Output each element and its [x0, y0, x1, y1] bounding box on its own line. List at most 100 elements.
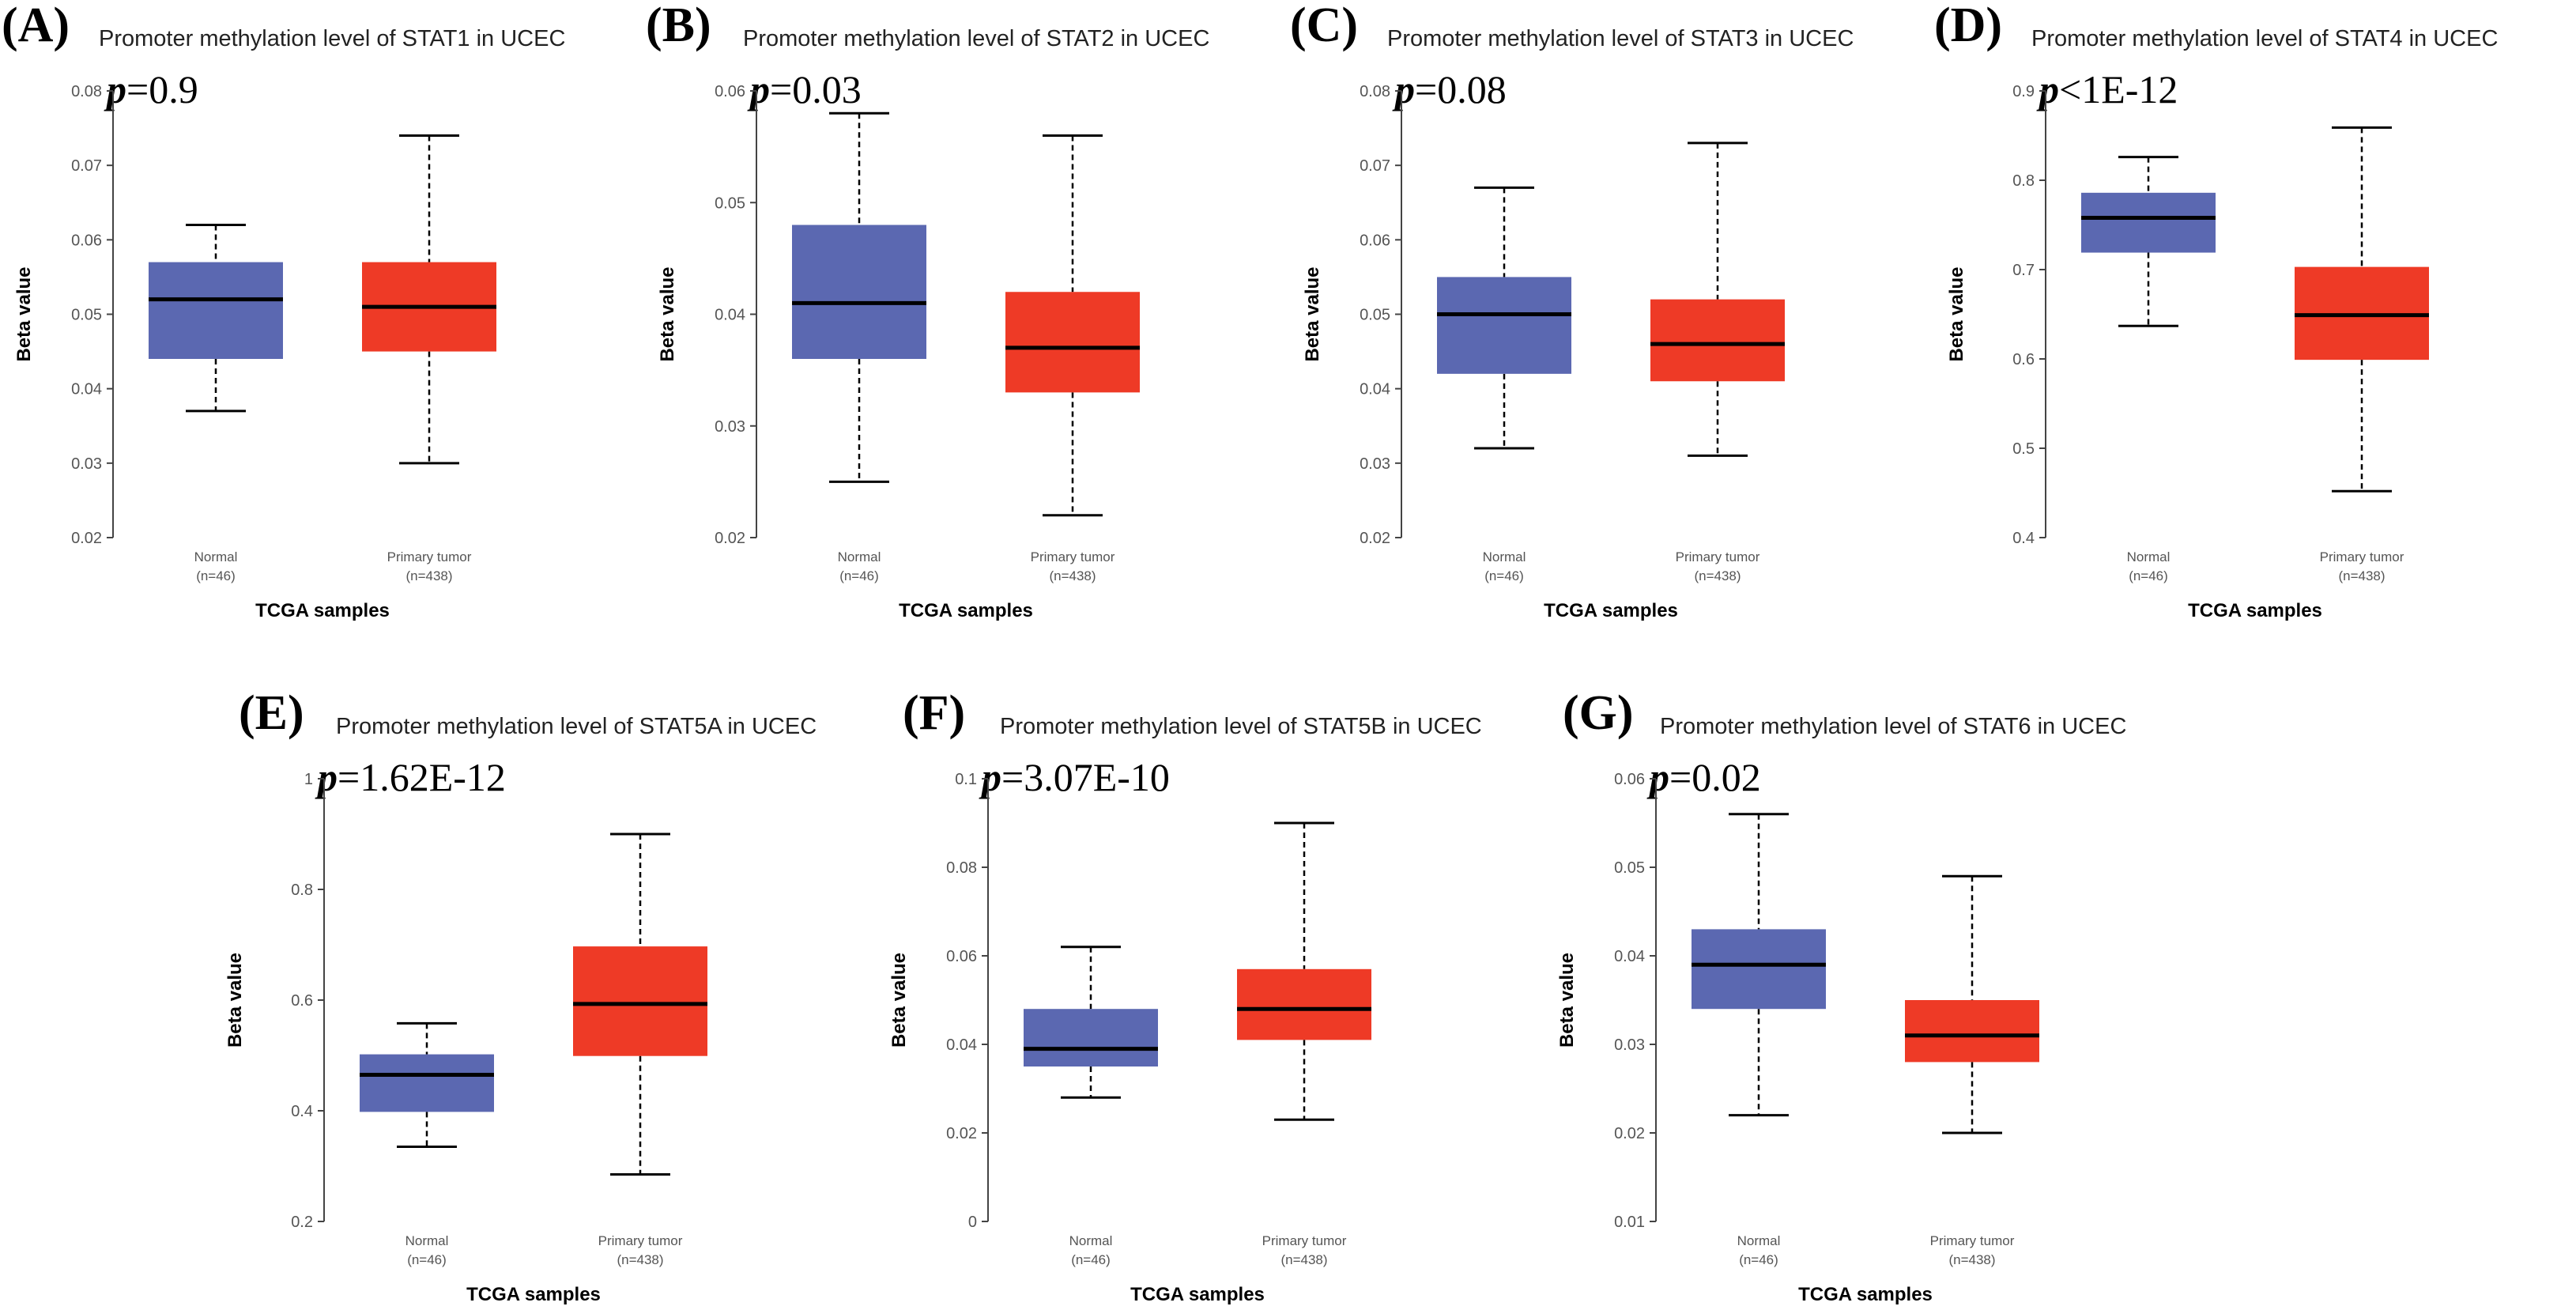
box-normal: Normal (n=46)	[360, 1021, 494, 1267]
category-label: Primary tumor	[387, 549, 472, 564]
y-tick-label: 0.03	[1614, 1036, 1645, 1054]
box-tumor: Primary tumor (n=438)	[362, 134, 496, 583]
y-tick-label: 0.05	[715, 194, 745, 212]
y-tick-label: 0.03	[715, 418, 745, 436]
y-tick-label: 0.04	[1360, 381, 1390, 398]
chart-panel-1: (A) Promoter methylation level of STAT1 i…	[2, 0, 565, 621]
box-tumor: Primary tumor (n=438)	[1237, 821, 1371, 1267]
chart-panel-3: (C) Promoter methylation level of STAT3 i…	[1290, 0, 1854, 621]
chart-title: Promoter methylation level of STAT2 in U…	[743, 26, 1209, 51]
y-tick-label: 0.02	[1614, 1125, 1645, 1142]
chart-title: Promoter methylation level of STAT4 in U…	[2031, 26, 2498, 51]
box-normal: Normal (n=46)	[1437, 186, 1571, 583]
y-tick-label: 0.01	[1614, 1214, 1645, 1231]
y-axis-title: Beta value	[1946, 266, 1967, 361]
p-symbol: p	[979, 755, 1001, 799]
y-tick-label: 0.04	[1614, 948, 1645, 965]
y-tick-label: 0.9	[2012, 83, 2035, 100]
y-tick-label: 0.08	[71, 83, 102, 100]
y-tick-label: 0.07	[71, 157, 102, 175]
chart-title: Promoter methylation level of STAT5A in …	[336, 714, 817, 739]
y-tick-label: 0.02	[1360, 530, 1390, 547]
y-tick-label: 0.06	[1614, 771, 1645, 788]
p-value-label: p=0.9	[104, 67, 198, 111]
chart-panel-4: (D) Promoter methylation level of STAT4 i…	[1934, 0, 2498, 621]
iqr-box	[149, 262, 283, 359]
p-value: <1E-12	[2059, 67, 2178, 111]
y-tick-label: 0.06	[1360, 232, 1390, 249]
sample-count-label: (n=438)	[1694, 568, 1741, 583]
category-label: Normal	[2127, 549, 2171, 564]
sample-count-label: (n=438)	[1049, 568, 1096, 583]
category-label: Primary tumor	[1031, 549, 1115, 564]
y-tick-label: 0.05	[1360, 307, 1390, 324]
panel-letter: (D)	[1934, 0, 2002, 52]
category-label: Normal	[1483, 549, 1526, 564]
box-normal: Normal (n=46)	[792, 111, 926, 583]
box-tumor: Primary tumor (n=438)	[573, 832, 707, 1267]
y-tick-label: 0.1	[955, 771, 977, 788]
panel-letter: (B)	[646, 0, 711, 52]
y-axis-title: Beta value	[13, 266, 35, 361]
category-label: Normal	[405, 1233, 449, 1248]
x-axis-title: TCGA samples	[899, 600, 1033, 621]
chart-title: Promoter methylation level of STAT1 in U…	[99, 26, 565, 51]
p-value: =3.07E-10	[1001, 755, 1170, 799]
p-value: =1.62E-12	[338, 755, 506, 799]
iqr-box	[2081, 192, 2216, 253]
y-tick-label: 0.03	[1360, 455, 1390, 473]
category-label: Primary tumor	[2320, 549, 2404, 564]
y-tick-label: 0.4	[2012, 530, 2035, 547]
y-tick-label: 0.04	[946, 1036, 977, 1054]
y-axis-title: Beta value	[1556, 953, 1578, 1048]
y-tick-label: 0.6	[2012, 351, 2035, 368]
y-tick-label: 0.06	[71, 232, 102, 249]
p-value-label: p=0.03	[747, 67, 862, 111]
p-value: =0.03	[770, 67, 862, 111]
iqr-box	[1905, 1000, 2039, 1063]
y-axis-title: Beta value	[224, 953, 246, 1048]
y-tick-label: 0.04	[71, 381, 102, 398]
panel-letter: (C)	[1290, 0, 1358, 52]
y-tick-label: 0.02	[71, 530, 102, 547]
chart-title: Promoter methylation level of STAT5B in …	[1000, 714, 1482, 739]
sample-count-label: (n=438)	[2338, 568, 2385, 583]
y-tick-label: 0.07	[1360, 157, 1390, 175]
panel-letter: (F)	[903, 686, 965, 740]
p-value: =0.02	[1669, 755, 1761, 799]
sample-count-label: (n=438)	[405, 568, 452, 583]
box-normal: Normal (n=46)	[149, 224, 283, 583]
y-tick-label: 0.5	[2012, 440, 2035, 458]
y-axis-title: Beta value	[657, 266, 678, 361]
y-tick-label: 0.06	[715, 83, 745, 100]
p-symbol: p	[1646, 755, 1669, 799]
iqr-box	[1237, 968, 1371, 1040]
iqr-box	[1437, 277, 1571, 374]
p-value-label: p=0.08	[1392, 67, 1507, 111]
sample-count-label: (n=46)	[196, 568, 236, 583]
panel-letter: (G)	[1563, 686, 1634, 740]
y-tick-label: 0.2	[291, 1214, 313, 1231]
p-symbol: p	[747, 67, 770, 111]
y-tick-label: 0.05	[71, 307, 102, 324]
x-axis-title: TCGA samples	[1544, 600, 1678, 621]
iqr-box	[1650, 299, 1785, 382]
p-value-label: p=0.02	[1646, 755, 1761, 799]
chart-panel-7: (G) Promoter methylation level of STAT6 i…	[1556, 686, 2126, 1305]
sample-count-label: (n=438)	[1948, 1252, 1995, 1267]
chart-panel-2: (B) Promoter methylation level of STAT2 i…	[646, 0, 1209, 621]
iqr-box	[360, 1054, 494, 1112]
y-axis-title: Beta value	[1302, 266, 1323, 361]
x-axis-title: TCGA samples	[466, 1284, 601, 1305]
chart-panel-6: (F) Promoter methylation level of STAT5B …	[888, 686, 1482, 1305]
iqr-box	[1005, 292, 1140, 393]
iqr-box	[1024, 1009, 1158, 1066]
y-tick-label: 1	[304, 771, 313, 788]
category-label: Normal	[838, 549, 881, 564]
sample-count-label: (n=46)	[407, 1252, 447, 1267]
y-tick-label: 0.04	[715, 307, 745, 324]
x-axis-title: TCGA samples	[1798, 1284, 1933, 1305]
chart-title: Promoter methylation level of STAT3 in U…	[1387, 26, 1854, 51]
category-label: Normal	[194, 549, 238, 564]
